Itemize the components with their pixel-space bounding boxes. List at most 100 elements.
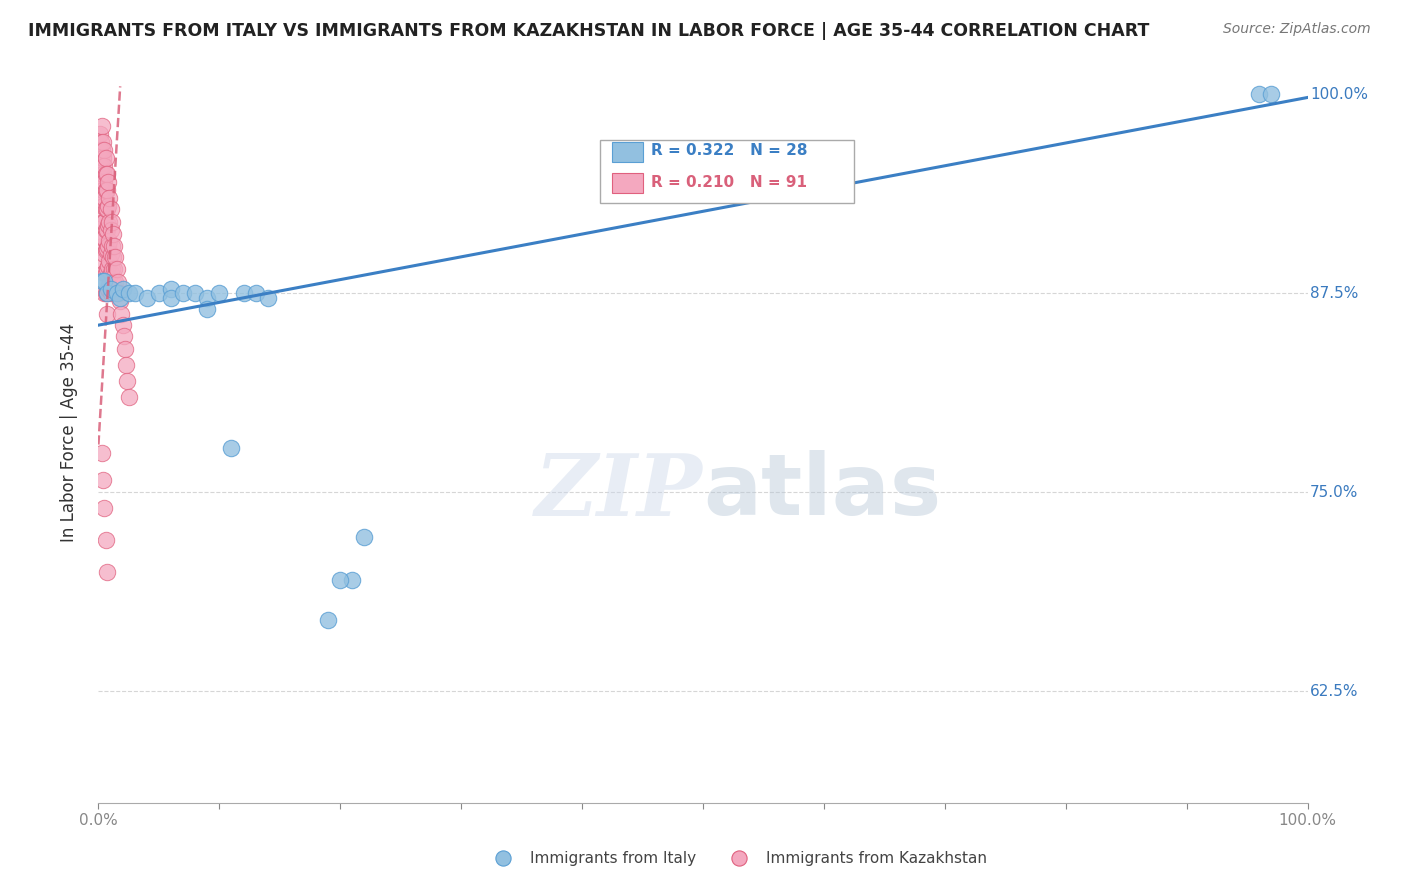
Point: [108, 294, 131, 309]
Point: [124, 286, 146, 301]
Point: [94, 244, 117, 258]
Point: [316, 613, 339, 627]
Point: [329, 573, 352, 587]
Point: [96, 565, 118, 579]
Point: [103, 238, 125, 252]
Point: [1260, 87, 1282, 102]
Text: 87.5%: 87.5%: [1310, 285, 1358, 301]
Point: [96, 202, 118, 216]
Point: [342, 573, 364, 587]
Point: [93, 175, 115, 189]
Point: [195, 291, 218, 305]
Text: atlas: atlas: [703, 450, 941, 533]
Point: [91, 191, 114, 205]
Point: [91, 159, 114, 173]
Point: [107, 275, 129, 289]
Point: [104, 250, 127, 264]
Point: [114, 342, 136, 356]
Text: R = 0.210   N = 91: R = 0.210 N = 91: [651, 175, 807, 190]
Text: R = 0.322   N = 28: R = 0.322 N = 28: [651, 143, 807, 158]
Point: [172, 286, 194, 301]
Point: [104, 275, 127, 289]
Point: [97, 175, 120, 189]
Point: [1249, 87, 1271, 102]
Point: [100, 281, 122, 295]
Y-axis label: In Labor Force | Age 35-44: In Labor Force | Age 35-44: [59, 323, 77, 542]
Point: [108, 291, 131, 305]
FancyBboxPatch shape: [613, 173, 643, 194]
Point: [96, 167, 118, 181]
Point: [98, 254, 121, 268]
Point: [91, 254, 114, 268]
Point: [101, 275, 124, 289]
Point: [100, 202, 122, 216]
Point: [103, 286, 125, 301]
Point: [90, 191, 112, 205]
Point: [100, 214, 122, 228]
Point: [105, 262, 128, 277]
Text: 62.5%: 62.5%: [1310, 684, 1358, 698]
Point: [91, 183, 114, 197]
Point: [90, 175, 112, 189]
Point: [93, 246, 115, 260]
Point: [160, 291, 183, 305]
Point: [96, 286, 118, 301]
Point: [91, 445, 114, 459]
Point: [103, 262, 125, 277]
Point: [90, 159, 112, 173]
Point: [91, 119, 114, 133]
Text: 100.0%: 100.0%: [1310, 87, 1368, 102]
Point: [100, 262, 122, 277]
Point: [101, 227, 124, 242]
Point: [93, 274, 115, 288]
Point: [256, 291, 278, 305]
Point: [94, 222, 117, 236]
Point: [91, 151, 114, 165]
Point: [94, 533, 117, 547]
Point: [89, 143, 111, 157]
Point: [96, 286, 118, 301]
Point: [91, 274, 114, 288]
Point: [94, 151, 117, 165]
Point: [96, 183, 118, 197]
Point: [91, 214, 114, 228]
Point: [91, 199, 114, 213]
Point: [184, 286, 207, 301]
Point: [94, 266, 117, 280]
Point: [118, 286, 141, 301]
Point: [160, 281, 183, 295]
Point: [89, 127, 111, 141]
Text: ZIP: ZIP: [536, 450, 703, 533]
Point: [93, 191, 115, 205]
Point: [94, 286, 117, 301]
Point: [93, 214, 115, 228]
Point: [96, 307, 118, 321]
Point: [111, 318, 134, 333]
Point: [98, 214, 121, 228]
Point: [105, 286, 128, 301]
Point: [101, 250, 124, 264]
Point: [195, 302, 218, 317]
Point: [135, 291, 157, 305]
Point: [98, 191, 121, 205]
Point: [91, 238, 114, 252]
Point: [115, 358, 138, 372]
Point: [91, 167, 114, 181]
Point: [91, 473, 114, 487]
Point: [97, 259, 120, 273]
Point: [96, 262, 118, 277]
Point: [353, 530, 375, 544]
Point: [90, 135, 112, 149]
Text: 75.0%: 75.0%: [1310, 485, 1358, 500]
Point: [108, 286, 131, 301]
Point: [94, 202, 117, 216]
Point: [100, 286, 122, 301]
Point: [111, 281, 134, 295]
Point: [91, 175, 114, 189]
Text: Immigrants from Kazakhstan: Immigrants from Kazakhstan: [766, 851, 987, 866]
Point: [148, 286, 170, 301]
Point: [98, 278, 121, 293]
Point: [97, 218, 120, 232]
Point: [91, 230, 114, 244]
Point: [97, 281, 120, 295]
